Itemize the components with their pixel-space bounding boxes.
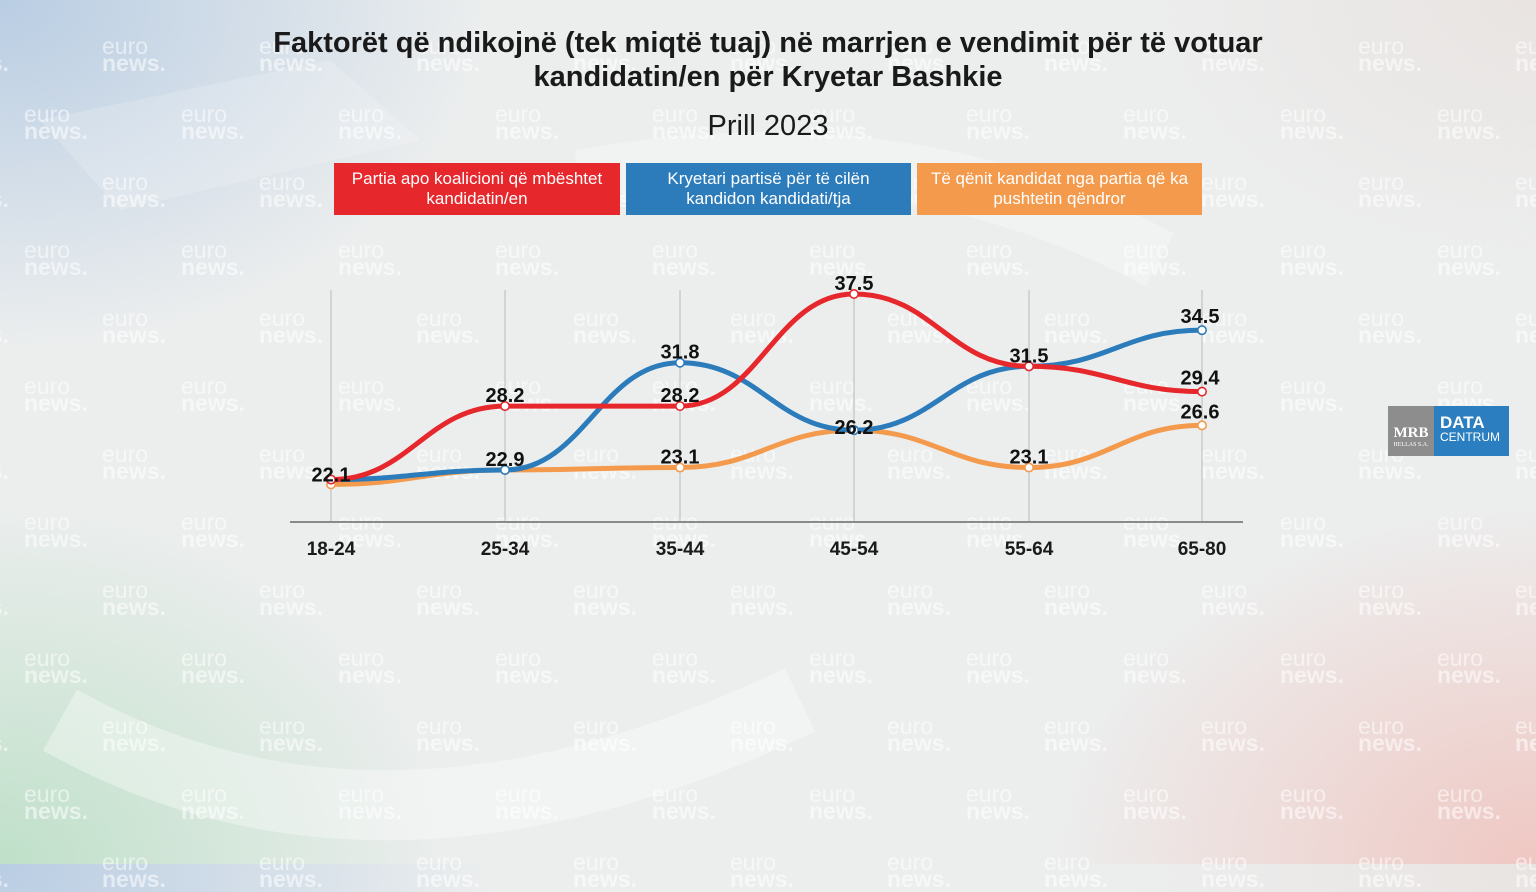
legend-label: Kryetari partisë për të cilën kandidon k… — [667, 169, 870, 208]
data-label: 29.4 — [1181, 368, 1221, 390]
mrb-datacentrum-logo: MRB HELLAS S.A. DATA CENTRUM — [1388, 406, 1509, 456]
data-label: 26.6 — [1181, 401, 1220, 423]
data-point — [674, 401, 685, 412]
data-point — [848, 289, 859, 300]
data-label: 37.5 — [835, 273, 874, 295]
data-point — [1197, 325, 1208, 336]
legend-label: Partia apo koalicioni që mbështet kandid… — [351, 169, 603, 208]
chart-subtitle: Prill 2023 — [707, 110, 829, 142]
data-label: 31.8 — [661, 342, 700, 364]
datacentrum-logo: DATA CENTRUM — [1434, 406, 1509, 456]
data-point — [674, 462, 685, 473]
data-label: 28.2 — [661, 385, 700, 407]
mrb-logo: MRB HELLAS S.A. — [1388, 406, 1434, 456]
x-tick-label: 55-64 — [1005, 539, 1054, 560]
centrum-text: CENTRUM — [1440, 430, 1500, 444]
x-tick-label: 35-44 — [656, 539, 705, 560]
data-text: DATA — [1440, 413, 1485, 432]
data-point — [674, 357, 685, 368]
legend-item-red: Partia apo koalicioni që mbështet kandid… — [334, 163, 620, 215]
data-point — [325, 474, 336, 485]
x-tick-label: 65-80 — [1178, 539, 1227, 560]
data-label: 23.1 — [661, 447, 700, 469]
data-point — [1024, 361, 1035, 372]
data-point — [1197, 420, 1208, 431]
data-label: 23.1 — [1010, 447, 1049, 469]
title-line-2: kandidatin/en për Kryetar Bashkie — [533, 61, 1003, 93]
legend-item-orange: Të qënit kandidat nga partia që ka pusht… — [917, 163, 1202, 215]
x-tick-label: 45-54 — [830, 539, 879, 560]
data-point — [499, 401, 510, 412]
data-label: 28.2 — [486, 385, 525, 407]
mrb-subtext: HELLAS S.A. — [1393, 442, 1429, 448]
chart-title: Faktorët që ndikojnë (tek miqtë tuaj) në… — [0, 26, 1536, 94]
data-label: 22.1 — [312, 465, 351, 487]
legend-label: Të qënit kandidat nga partia që ka pusht… — [930, 169, 1189, 208]
x-tick-label: 18-24 — [307, 539, 356, 560]
data-label: 26.2 — [835, 417, 874, 439]
data-label: 22.9 — [486, 449, 525, 471]
line-chart: 18-24 25-34 35-44 45-54 55-64 65-80 22.1 28.2 22… — [290, 273, 1243, 560]
series-line-0 — [328, 291, 1205, 483]
data-point — [1024, 462, 1035, 473]
data-label: 31.5 — [1010, 345, 1049, 367]
mrb-text: MRB — [1393, 425, 1429, 441]
series-line-2 — [328, 422, 1205, 487]
data-point — [848, 425, 859, 436]
title-line-1: Faktorët që ndikojnë (tek miqtë tuaj) në… — [273, 27, 1263, 59]
legend-item-blue: Kryetari partisë për të cilën kandidon k… — [626, 163, 911, 215]
data-label: 34.5 — [1181, 306, 1220, 328]
data-point — [1197, 386, 1208, 397]
x-tick-label: 25-34 — [481, 539, 530, 560]
data-point — [499, 464, 510, 475]
